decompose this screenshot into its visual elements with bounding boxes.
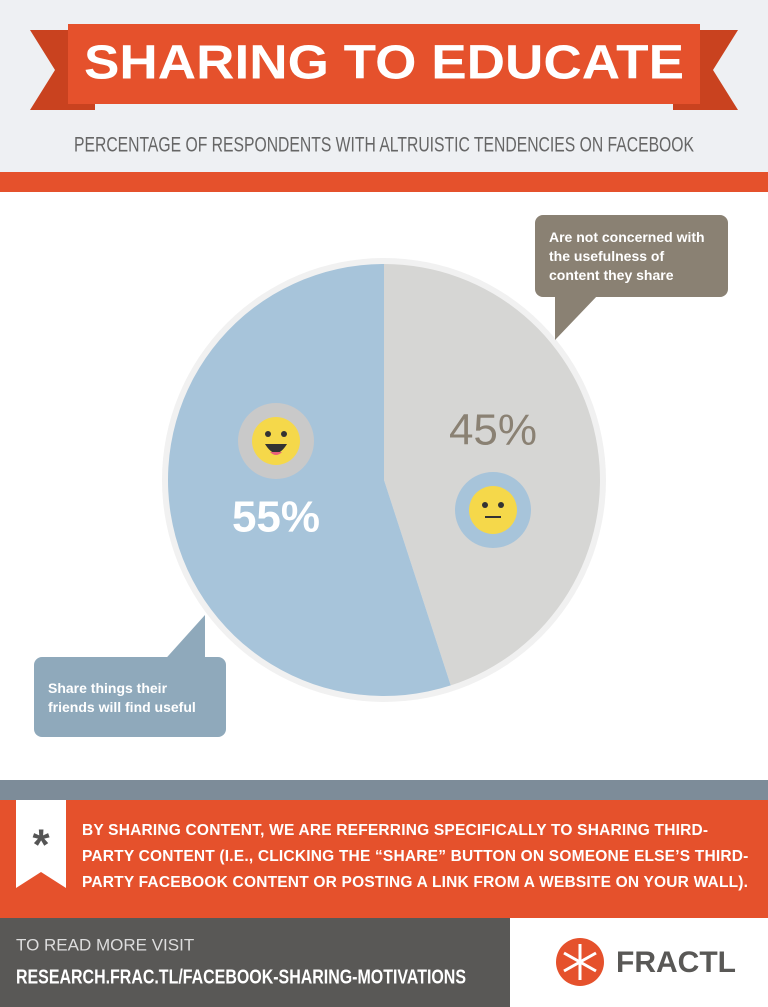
value-label: 55% <box>232 493 320 542</box>
title-banner <box>68 24 700 104</box>
stripe <box>0 172 768 192</box>
brand: FRACTL <box>616 946 736 979</box>
callout: Share things their friends will find use… <box>34 657 226 737</box>
neutral-face <box>455 472 531 548</box>
footnote-mark: * <box>32 821 50 870</box>
footer-prompt: TO READ MORE VISIT <box>16 935 194 954</box>
value-label: 45% <box>449 406 537 455</box>
chart-title: SHARING TO EDUCATE <box>84 37 684 90</box>
footnote-flag <box>16 800 66 888</box>
bubble-tail <box>160 615 205 665</box>
bubble-tail <box>555 295 598 340</box>
pie-slice <box>168 264 451 697</box>
footer-url[interactable]: RESEARCH.FRAC.TL/FACEBOOK-SHARING-MOTIVA… <box>16 966 466 988</box>
brand-logo <box>556 938 604 986</box>
stripe <box>0 780 768 800</box>
footer-brand-bg <box>510 918 768 1007</box>
footnote-bg <box>0 800 768 918</box>
happy-face <box>238 403 314 479</box>
footer-bg <box>0 918 510 1007</box>
footnote-text: By sharing content, we are referring spe… <box>82 822 749 891</box>
callout: Are not concerned with the usefulness of… <box>535 215 728 297</box>
subtitle: PERCENTAGE OF RESPONDENTS WITH ALTRUISTI… <box>74 134 694 157</box>
